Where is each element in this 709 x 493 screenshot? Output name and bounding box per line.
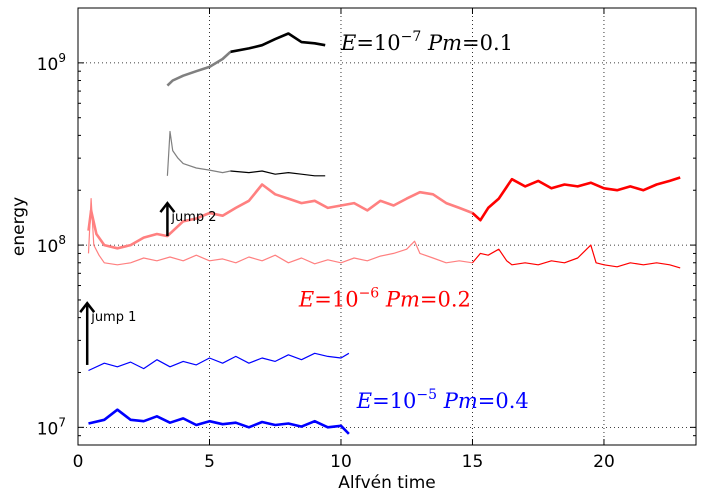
plot-frame bbox=[77, 7, 697, 446]
jump-label: jump 2 bbox=[170, 210, 216, 225]
y-axis-label: energy bbox=[9, 197, 29, 256]
x-tick-label: 10 bbox=[330, 452, 352, 472]
y-tick-label: 108 bbox=[37, 233, 66, 257]
series-line bbox=[166, 50, 232, 87]
series-line bbox=[87, 198, 473, 266]
parameter-annotation: E=10−5 Pm=0.4 bbox=[356, 387, 529, 413]
series-line bbox=[88, 352, 350, 372]
series-line bbox=[230, 32, 326, 54]
grid-layer bbox=[78, 8, 696, 445]
series-line bbox=[87, 183, 473, 250]
x-tick-label: 15 bbox=[462, 452, 484, 472]
y-tick-label: 109 bbox=[37, 51, 66, 75]
series-line bbox=[88, 408, 350, 435]
series-line bbox=[471, 176, 681, 222]
x-tick-label: 5 bbox=[204, 452, 215, 472]
x-axis-label: Alfvén time bbox=[338, 473, 435, 493]
parameter-annotation: E=10−6 Pm=0.2 bbox=[298, 286, 471, 312]
jump-arrow-head bbox=[79, 301, 96, 313]
parameter-annotation: E=10−7 Pm=0.1 bbox=[340, 29, 513, 55]
y-tick-label: 107 bbox=[37, 415, 66, 439]
series-line bbox=[230, 170, 326, 177]
jump-layer: jump 2 jump 1 bbox=[79, 201, 217, 365]
jump-label: jump 1 bbox=[90, 310, 136, 325]
series-line bbox=[166, 130, 231, 176]
tick-layer: 0 5 10 15 20 107 108 109 bbox=[37, 7, 696, 472]
x-tick-label: 20 bbox=[593, 452, 615, 472]
jump-arrow-head bbox=[159, 201, 176, 213]
series-layer bbox=[87, 32, 681, 435]
x-tick-label: 0 bbox=[73, 452, 84, 472]
annotation-layer: E=10−7 Pm=0.1 E=10−6 Pm=0.2 E=10−5 Pm=0.4 bbox=[298, 29, 529, 413]
series-line bbox=[472, 244, 681, 269]
